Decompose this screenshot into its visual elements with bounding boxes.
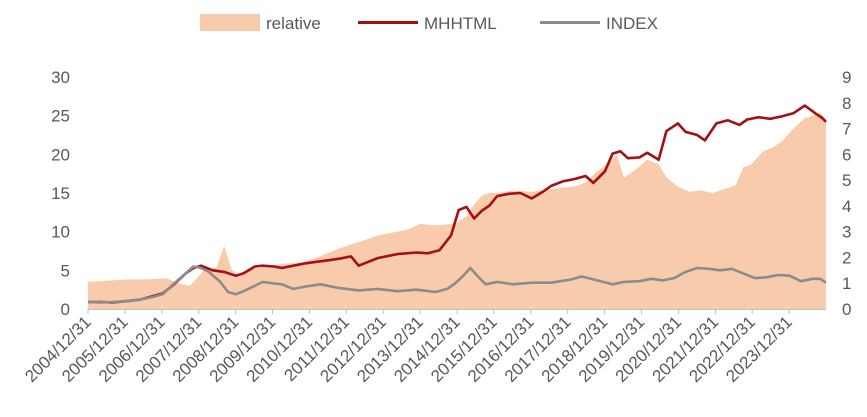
legend-swatch-relative <box>200 14 260 31</box>
y-left-tick-label: 5 <box>61 261 70 280</box>
y-right-tick-label: 7 <box>842 120 851 139</box>
y-left-tick-label: 0 <box>61 300 70 319</box>
y-right-tick-label: 3 <box>842 223 851 242</box>
legend-label-index: INDEX <box>606 14 658 33</box>
y-right-tick-label: 0 <box>842 300 851 319</box>
plot-area <box>87 104 827 309</box>
y-right-tick-label: 2 <box>842 248 851 267</box>
y-right-tick-label: 4 <box>842 197 851 216</box>
y-right-tick-label: 8 <box>842 94 851 113</box>
legend-label-relative: relative <box>266 14 321 33</box>
y-left-tick-label: 15 <box>51 184 70 203</box>
y-right-tick-label: 5 <box>842 171 851 190</box>
y-right-tick-label: 1 <box>842 274 851 293</box>
series-line-index <box>87 265 827 304</box>
legend-label-mhhtml: MHHTML <box>424 14 497 33</box>
y-right-tick-label: 6 <box>842 145 851 164</box>
y-left-tick-label: 20 <box>51 145 70 164</box>
series-line-mhhtml <box>88 104 827 304</box>
series-area-relative <box>88 113 826 309</box>
y-right-tick-label: 9 <box>842 68 851 87</box>
y-left-tick-label: 25 <box>51 107 70 126</box>
legend: relative MHHTML INDEX <box>200 14 658 33</box>
y-left-tick-label: 10 <box>51 223 70 242</box>
y-left-tick-label: 30 <box>51 68 70 87</box>
